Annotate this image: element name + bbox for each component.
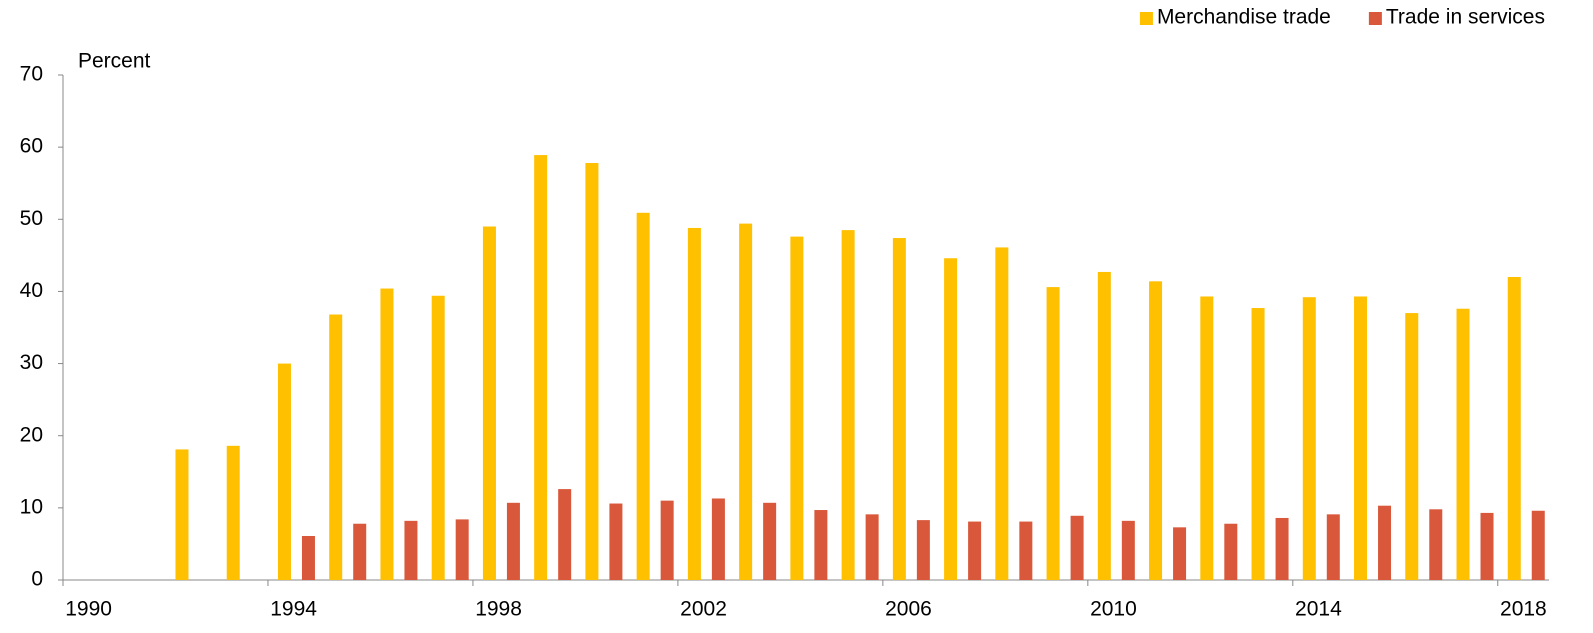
y-tick-label: 10 [20,495,43,518]
y-axis-label: Percent [78,50,151,73]
bar [404,520,418,580]
bar [1405,313,1419,580]
bar [1046,287,1060,580]
bar [534,155,548,581]
bar [1121,520,1135,580]
bar [1200,296,1214,580]
bar [1354,296,1368,580]
x-tick-label: 2018 [1500,598,1547,621]
bar [455,519,469,580]
bar [1326,514,1340,580]
y-tick-label: 50 [20,207,43,230]
bar [1173,527,1187,580]
y-tick-label: 30 [20,351,43,374]
bar [609,503,623,580]
bar [711,498,725,580]
y-tick-label: 70 [20,63,43,86]
bar [1070,515,1084,580]
bar [892,238,906,581]
bar [944,258,958,580]
bar [329,314,343,580]
bar [277,363,291,580]
bar [1456,308,1470,580]
legend-swatch [1139,12,1153,25]
bar [995,247,1009,580]
bar [636,212,650,581]
bar [558,489,572,580]
bar [175,449,189,580]
bar [1224,523,1238,580]
bar [865,514,879,580]
x-tick-label: 2010 [1090,598,1137,621]
bar [968,521,982,580]
bar [841,230,855,580]
x-tick-label: 2014 [1295,598,1342,621]
legend-label: Trade in services [1386,6,1545,29]
bar [1378,505,1392,580]
bar [353,523,367,580]
bar [763,502,777,580]
bar [506,502,520,580]
x-tick-label: 2006 [885,598,932,621]
bar [814,510,828,580]
x-tick-label: 2002 [680,598,727,621]
bar [431,295,445,580]
bar [1429,509,1443,580]
bar [1251,308,1265,580]
x-tick-label: 1990 [65,598,112,621]
bar [1275,517,1289,580]
bar [1149,281,1163,580]
y-tick-label: 60 [20,135,43,158]
y-tick-label: 0 [31,568,43,591]
bar [1480,512,1494,580]
bar [916,520,930,580]
bar [1302,297,1316,580]
bar [301,535,315,580]
bar [482,226,496,580]
bar [1097,271,1111,580]
bar [1531,510,1545,580]
y-tick-label: 20 [20,423,43,446]
bar [739,223,753,580]
bar [226,445,240,580]
bar [1507,277,1521,580]
bar [380,288,394,580]
x-tick-label: 1994 [270,598,317,621]
bar [1019,521,1033,580]
bar [660,500,674,580]
legend-swatch [1368,12,1382,25]
y-tick-label: 40 [20,279,43,302]
x-tick-label: 1998 [475,598,522,621]
bar [585,163,599,580]
bar [687,227,701,580]
bar [790,236,804,580]
legend-label: Merchandise trade [1157,6,1331,29]
